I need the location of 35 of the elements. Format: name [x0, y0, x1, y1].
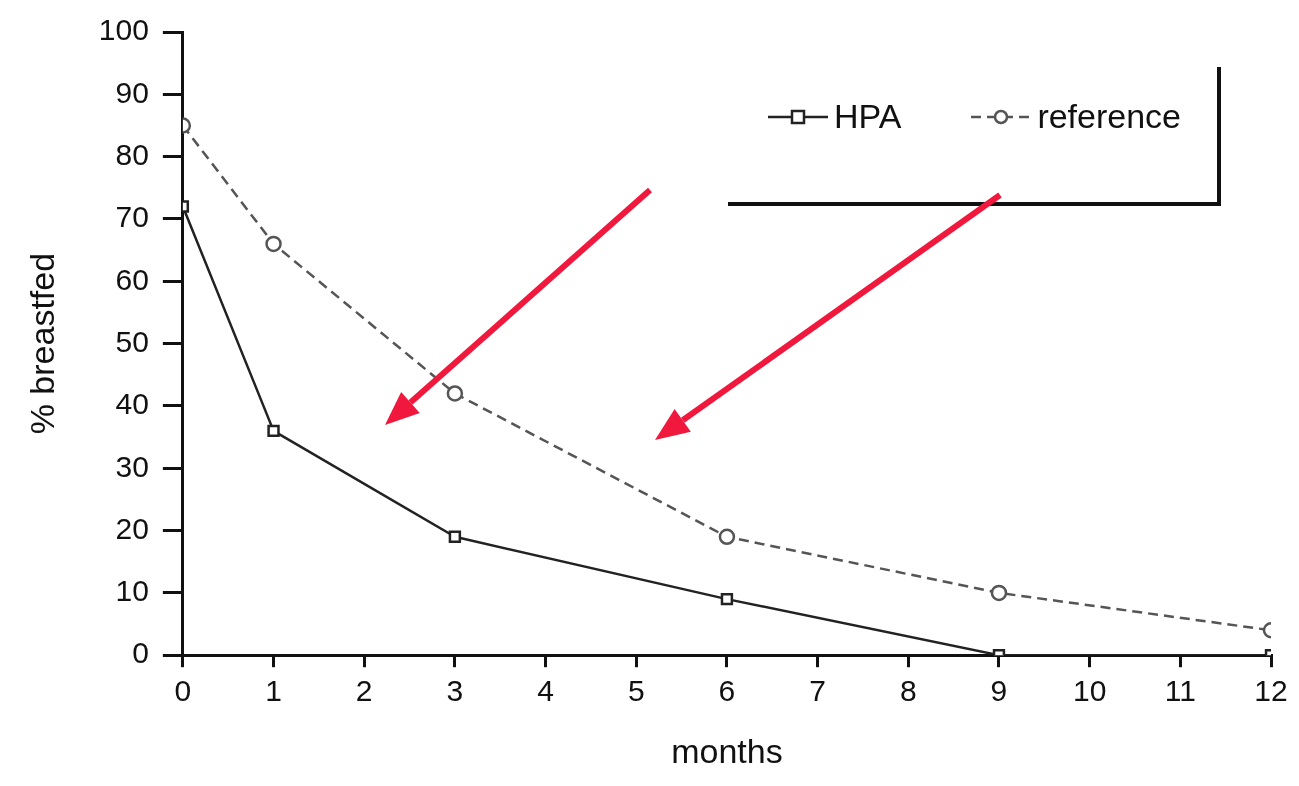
x-tick-label: 7: [809, 674, 826, 708]
x-tick-label: 9: [990, 674, 1008, 708]
y-tick-label: 90: [115, 75, 149, 109]
x-tick-label: 11: [1164, 674, 1196, 708]
point: [990, 584, 1008, 602]
y-tick-label: 60: [115, 262, 149, 296]
x-tick-label: 12: [1254, 674, 1288, 708]
x-tick-label: 3: [446, 674, 464, 708]
point: [446, 385, 464, 402]
legend-label: reference: [1037, 97, 1182, 136]
point: [720, 592, 734, 606]
y-tick-label: 100: [98, 13, 149, 47]
point: [265, 235, 282, 253]
x-tick-label: 8: [899, 674, 917, 708]
x-tick-label: 0: [174, 674, 192, 708]
x-tick-label: 1: [265, 674, 282, 708]
point: [718, 528, 736, 546]
point: [448, 530, 462, 543]
x-tick-label: 6: [718, 674, 736, 708]
x-tick-label: 5: [627, 674, 645, 708]
point: [267, 424, 280, 438]
x-tick-label: 4: [537, 674, 554, 708]
y-tick-label: 50: [115, 324, 149, 358]
x-tick-label: 10: [1072, 674, 1107, 708]
y-tick-label: 10: [115, 574, 149, 608]
y-axis-title: % breastfed: [22, 252, 61, 435]
y-tick-label: 70: [115, 200, 149, 234]
y-tick-label: 20: [115, 511, 149, 545]
y-tick-label: 30: [115, 449, 149, 483]
y-tick-label: 40: [115, 387, 149, 421]
x-tick-label: 2: [355, 674, 373, 708]
legend-label: HPA: [834, 97, 902, 136]
x-axis-title: months: [671, 731, 783, 770]
y-tick-label: 80: [115, 137, 149, 171]
y-tick-label: 0: [132, 636, 149, 670]
